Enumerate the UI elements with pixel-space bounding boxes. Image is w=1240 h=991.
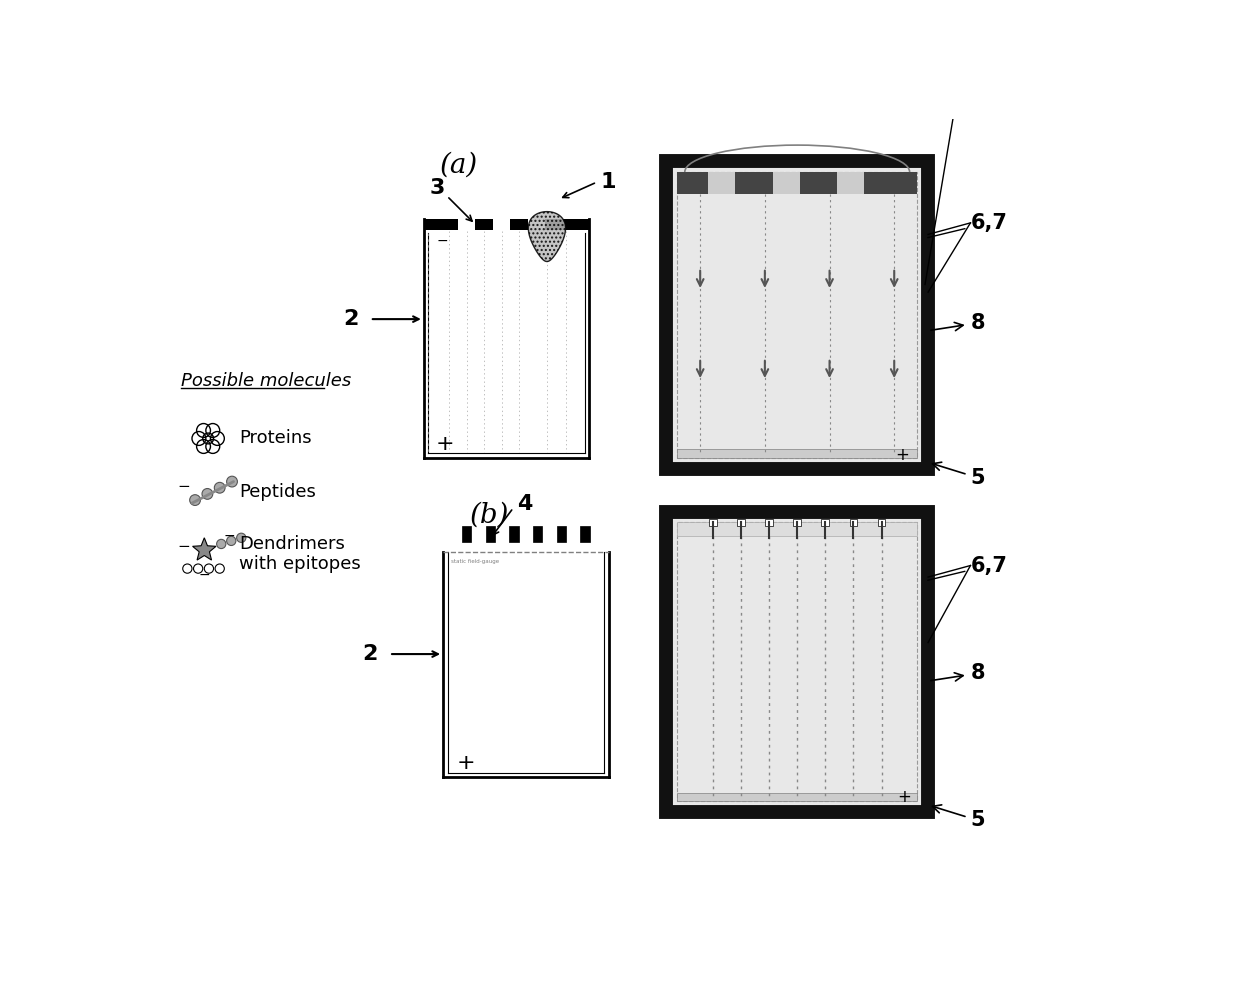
Text: −: − [177,479,190,494]
Bar [580,526,589,542]
Text: −: − [436,234,448,248]
Bar [677,449,918,459]
Text: 4: 4 [517,494,533,514]
Bar [494,219,510,230]
Text: 3: 3 [430,178,445,198]
Text: Dendrimers
with epitopes: Dendrimers with epitopes [239,534,361,574]
Text: static field-gauge: static field-gauge [451,559,500,564]
Text: +: + [436,434,455,454]
Circle shape [227,536,236,545]
Text: 1: 1 [601,172,616,192]
Bar [737,518,745,526]
Bar [533,526,542,542]
Circle shape [227,477,237,487]
Bar [666,162,928,470]
Bar [677,794,918,801]
Polygon shape [192,538,216,560]
Text: +: + [456,753,475,773]
Text: 2: 2 [362,644,377,664]
Circle shape [202,489,213,499]
Text: 8: 8 [931,663,985,684]
Bar [878,518,885,526]
Text: (b): (b) [470,502,508,529]
Bar [424,219,589,230]
Text: Proteins: Proteins [239,429,311,448]
Bar [677,522,918,801]
Text: 5: 5 [932,462,985,488]
Circle shape [190,495,201,505]
Circle shape [182,564,192,573]
Circle shape [205,564,213,573]
Circle shape [237,533,246,542]
Bar [557,526,565,542]
Circle shape [193,564,203,573]
Text: 2: 2 [343,309,358,329]
Text: 6,7: 6,7 [928,213,1007,238]
Bar [528,219,544,230]
Bar [677,172,918,459]
Text: +: + [898,788,911,807]
Bar [765,518,773,526]
Text: 8: 8 [931,313,985,333]
Text: Possible molecules: Possible molecules [181,372,351,389]
Bar [821,518,830,526]
Text: (a): (a) [439,152,477,178]
Text: −: − [177,539,190,554]
Text: +: + [895,446,910,464]
Circle shape [215,483,226,494]
Bar [708,172,735,193]
Bar [666,511,928,812]
Circle shape [215,564,224,573]
Bar [463,526,471,542]
Bar [794,518,801,526]
Bar [677,522,918,536]
Bar [486,526,495,542]
Bar [459,219,475,230]
Bar [677,172,918,193]
Bar [773,172,800,193]
Text: −: − [223,529,234,543]
Text: Peptides: Peptides [239,484,316,501]
Bar [849,518,857,526]
Bar [510,526,518,542]
Bar [837,172,864,193]
Text: 5: 5 [932,805,985,830]
Text: −: − [198,568,210,582]
Bar [709,518,717,526]
Text: 6,7: 6,7 [928,556,1007,581]
Polygon shape [528,212,565,262]
Circle shape [217,539,226,549]
